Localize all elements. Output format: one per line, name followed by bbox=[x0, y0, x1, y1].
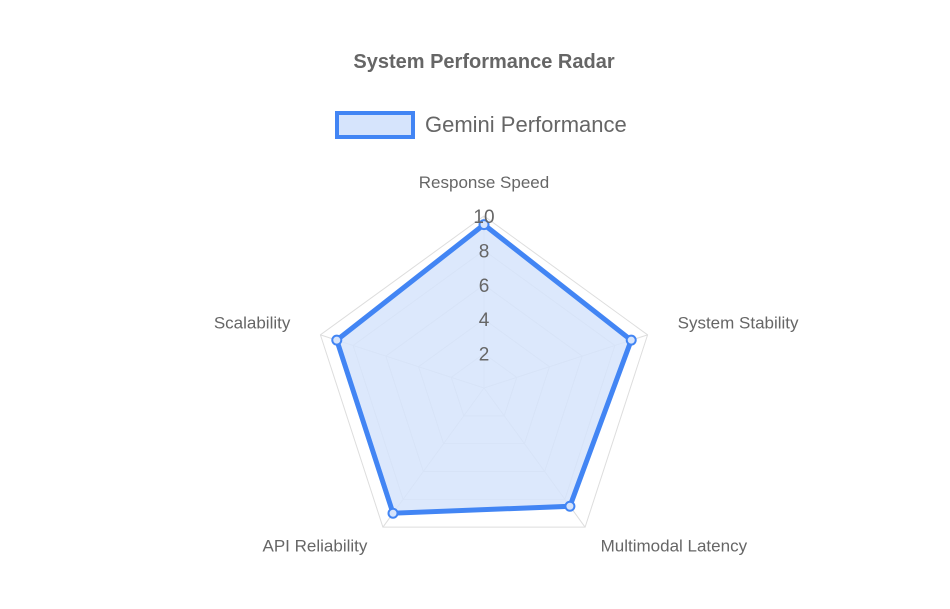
tick-label: 10 bbox=[473, 207, 494, 228]
series-area bbox=[333, 221, 635, 516]
grid-ring bbox=[319, 215, 649, 528]
data-point[interactable] bbox=[625, 334, 637, 346]
data-point[interactable] bbox=[331, 334, 343, 346]
axis-label: Response Speed bbox=[419, 173, 549, 192]
legend[interactable]: Gemini Performance bbox=[335, 111, 627, 139]
radar-series bbox=[331, 219, 637, 519]
axis-label: Scalability bbox=[214, 313, 291, 332]
tick-label: 4 bbox=[479, 310, 490, 331]
tick-label: 6 bbox=[479, 276, 490, 297]
tick-label: 8 bbox=[479, 241, 490, 262]
radar-ticks: 2 4 6 8 10 bbox=[473, 207, 494, 366]
chart-title: System Performance Radar bbox=[353, 51, 614, 73]
data-point[interactable] bbox=[564, 500, 576, 512]
radar-axis-labels: Response Speed System Stability Multimodal… bbox=[214, 173, 799, 556]
legend-label[interactable]: Gemini Performance bbox=[425, 112, 627, 137]
axis-label: System Stability bbox=[678, 313, 799, 332]
tick-label: 2 bbox=[479, 345, 490, 366]
data-point[interactable] bbox=[387, 507, 399, 519]
data-point[interactable] bbox=[478, 219, 490, 231]
axis-label: API Reliability bbox=[263, 537, 368, 556]
legend-swatch[interactable] bbox=[335, 111, 415, 139]
axis-label: Multimodal Latency bbox=[601, 537, 748, 556]
